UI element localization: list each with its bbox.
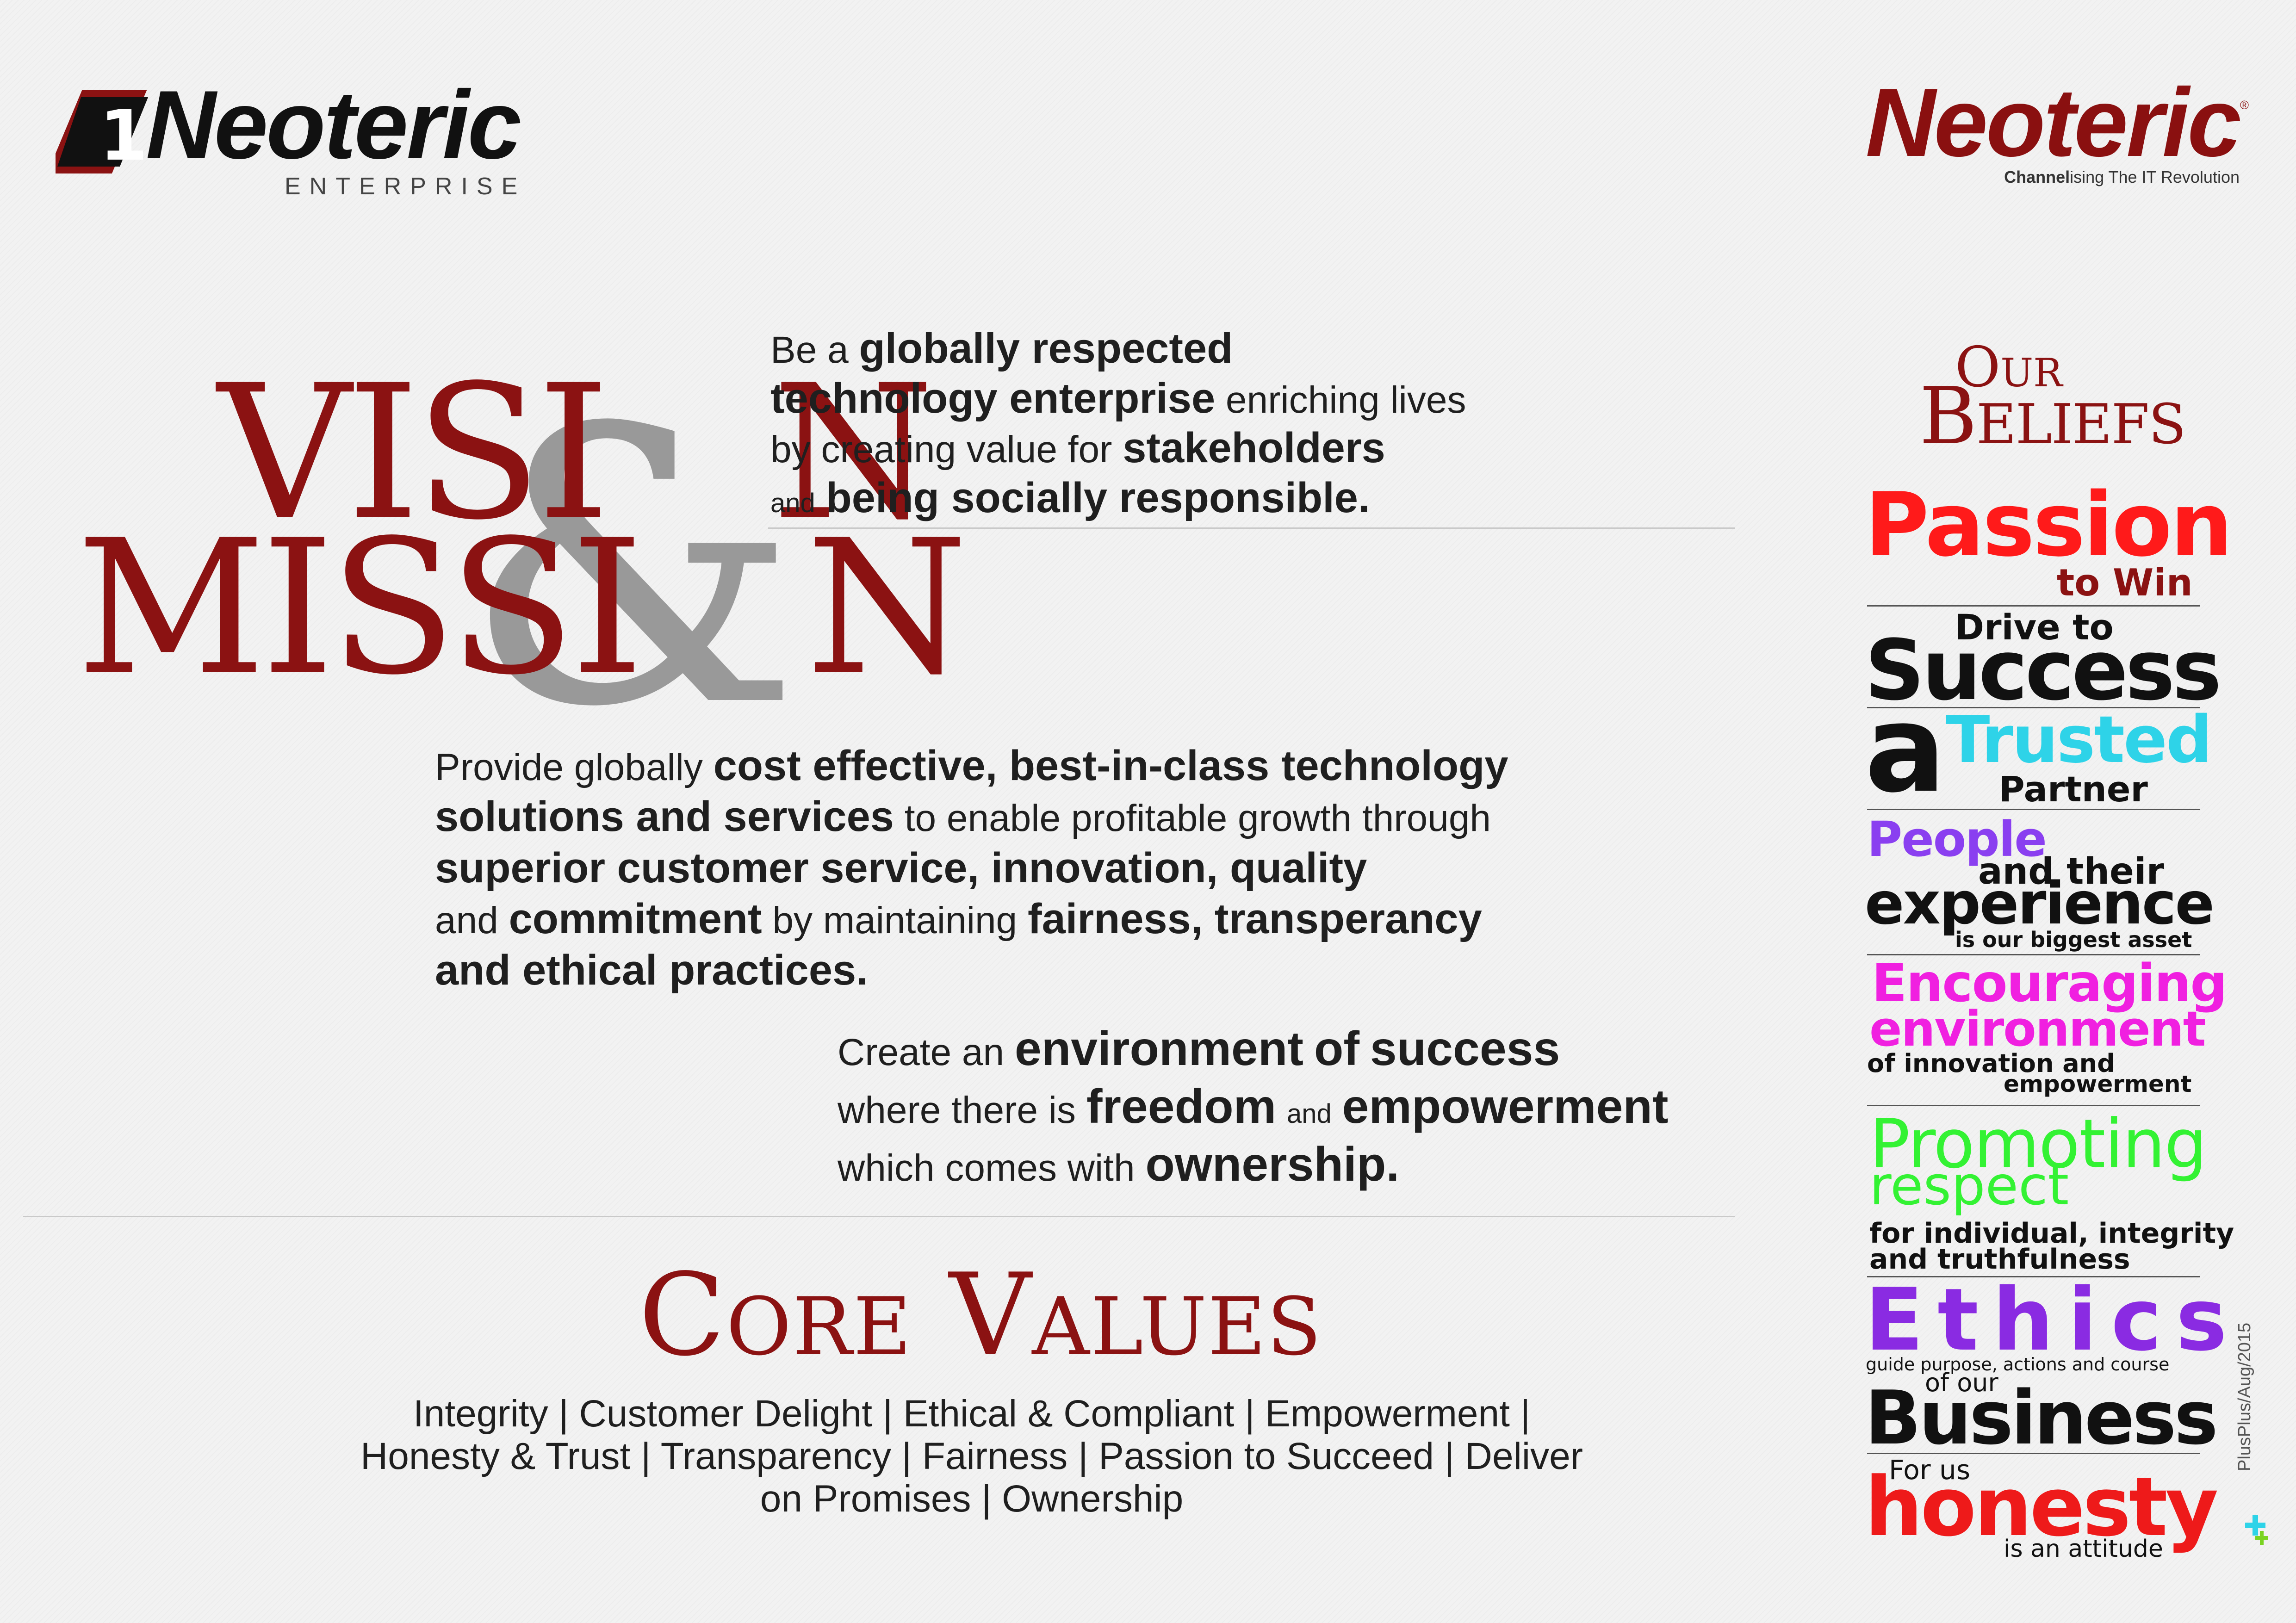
belief-divider (1867, 1276, 2200, 1277)
vision-statement: Be a globally respected technology enter… (770, 325, 1466, 521)
neoteric-logo-mark-icon: 1 (56, 90, 148, 176)
neoteric-enterprise-logo: 1 Neoteric ENTERPRISE (56, 76, 537, 201)
neoteric-logo: Neoteric ® Channelising The IT Revolutio… (1842, 74, 2249, 194)
ampersand-graphic: & (463, 348, 800, 790)
belief-divider (1867, 605, 2200, 607)
core-values-list: Integrity | Customer Delight | Ethical &… (360, 1393, 1583, 1520)
belief-divider (1867, 1453, 2200, 1454)
beliefs-heading-our: Our (1955, 335, 2063, 400)
divider (768, 527, 1735, 529)
goal-statement: Create an environment of success where t… (838, 1022, 1669, 1191)
left-logo-subtitle: ENTERPRISE (285, 173, 527, 200)
right-logo-tagline: Channelising The IT Revolution (2004, 167, 2240, 186)
registered-mark: ® (2240, 98, 2249, 112)
belief-divider (1867, 1105, 2200, 1106)
right-logo-wordmark: Neoteric (1865, 68, 2241, 177)
belief-divider (1867, 707, 2200, 708)
vision-heading: VISI N (217, 346, 934, 561)
mission-statement: Provide globally cost effective, best-in… (435, 742, 1508, 994)
mission-heading: MISSI N (76, 501, 968, 716)
belief-divider (1867, 809, 2200, 810)
left-logo-wordmark: Neoteric (146, 70, 521, 179)
belief-divider (1867, 954, 2200, 955)
svg-text:1: 1 (99, 96, 148, 176)
plus-icon (2245, 1515, 2268, 1545)
divider (23, 1216, 1735, 1217)
core-values-heading: Core Values (639, 1249, 1322, 1381)
beliefs-heading: Beliefs (1919, 371, 2186, 462)
design-credit: PlusPlus/Aug/2015 (2235, 1322, 2254, 1471)
